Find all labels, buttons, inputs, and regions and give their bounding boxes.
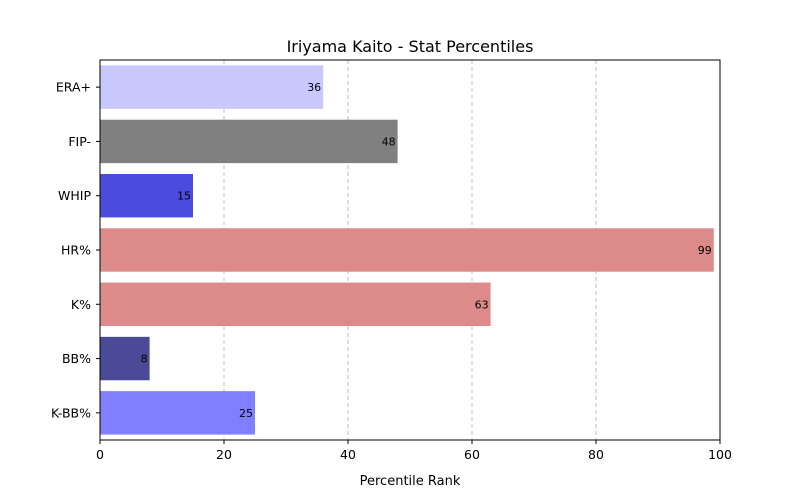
- y-tick-label: BB%: [62, 351, 91, 366]
- bar-hr-: [100, 228, 714, 272]
- x-tick-label: 60: [464, 447, 480, 462]
- bar-whip: [100, 174, 193, 218]
- x-tick-label: 100: [708, 447, 732, 462]
- y-tick-label: WHIP: [58, 188, 91, 203]
- bar-value-label: 99: [698, 244, 712, 257]
- x-tick-label: 40: [340, 447, 356, 462]
- y-tick-label: ERA+: [56, 80, 91, 95]
- bar-k-: [100, 282, 491, 326]
- bar-k-bb-: [100, 391, 255, 435]
- bar-bb-: [100, 336, 150, 381]
- bar-value-label: 8: [141, 353, 148, 366]
- bar-value-label: 48: [382, 135, 396, 148]
- bar-value-label: 36: [307, 81, 321, 94]
- plot-frame: [99, 59, 721, 441]
- y-tick-label: K-BB%: [51, 405, 91, 420]
- bar-value-label: 63: [475, 298, 489, 311]
- x-axis-label: Percentile Rank: [360, 474, 461, 489]
- y-tick-label: K%: [71, 297, 91, 312]
- chart-title: Iriyama Kaito - Stat Percentiles: [287, 37, 534, 56]
- y-tick-label: FIP-: [68, 134, 91, 149]
- x-tick-label: 20: [216, 447, 232, 462]
- bar-value-label: 25: [239, 407, 253, 420]
- bar-era-: [100, 65, 324, 109]
- x-tick-label: 80: [588, 447, 604, 462]
- y-tick-label: HR%: [61, 243, 91, 258]
- plot-area: 36 ERA+ 48 FIP- 15 WHIP 99 HR% 63 K% 8 BB% 25 K-BB% 0 2…: [51, 59, 732, 462]
- bar-fip-: [100, 119, 398, 164]
- bar-value-label: 15: [177, 190, 191, 203]
- x-tick-label: 0: [96, 447, 104, 462]
